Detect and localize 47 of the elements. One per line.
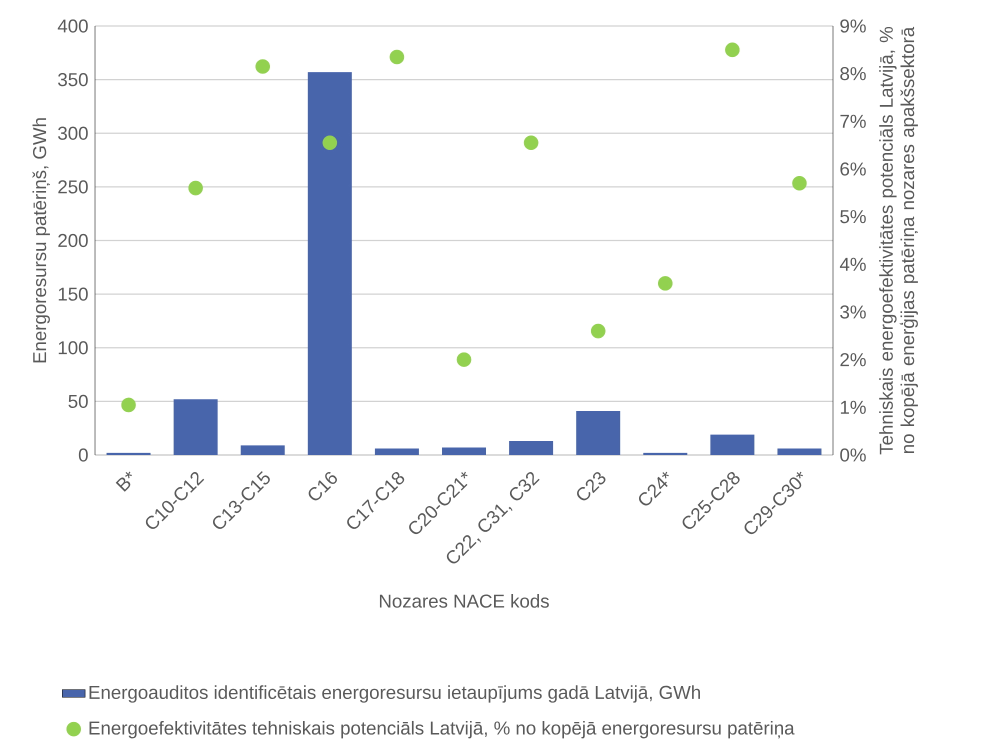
y-tick-label: 250 bbox=[58, 180, 88, 194]
legend-label: Energoefektivitātes tehniskais potenciāls Latvijā, % no kopējā energoresursu patēriņa bbox=[90, 720, 795, 738]
y-tick-label: 50 bbox=[68, 394, 88, 408]
bar bbox=[374, 448, 419, 455]
y-tick-label: 150 bbox=[58, 287, 88, 301]
y-axis-title: Energoresursu patēriņš, GWh bbox=[32, 118, 50, 362]
bar bbox=[174, 399, 218, 455]
bar bbox=[710, 434, 754, 455]
y2-tick-label: 4% bbox=[840, 258, 866, 271]
y2-tick-label: 1% bbox=[840, 400, 866, 414]
y2-tick-label: 8% bbox=[840, 67, 866, 80]
legend-label: Energoauditos identificētais energoresursu ietaupījums gadā Latvijā, GWh bbox=[90, 685, 700, 703]
y-tick-label: 200 bbox=[58, 234, 88, 248]
y2-tick-label: 3% bbox=[840, 305, 866, 319]
bar bbox=[308, 72, 352, 455]
y2-tick-label: 6% bbox=[840, 162, 866, 176]
point bbox=[255, 59, 270, 74]
point bbox=[188, 180, 203, 196]
point bbox=[121, 398, 136, 412]
y-tick-label: 300 bbox=[58, 126, 88, 140]
y2-axis-title: Tehniskais energoefektivitātes potenciāls Latvijā, % no kopējā enerģijas patēriņa nozares apakšsektorā bbox=[879, 26, 918, 454]
bar bbox=[442, 447, 486, 455]
point bbox=[725, 42, 740, 58]
y-tick-label: 100 bbox=[58, 341, 88, 354]
y2-tick-label: 2% bbox=[840, 353, 866, 366]
point bbox=[590, 324, 606, 338]
bar bbox=[240, 445, 285, 455]
y2-tick-label: 9% bbox=[840, 19, 866, 33]
y-tick-label: 0 bbox=[78, 448, 88, 462]
x-tick-label: C23 bbox=[577, 472, 606, 500]
bar bbox=[509, 441, 554, 455]
x-tick-label: B* bbox=[116, 472, 132, 492]
x-tick-label: C16 bbox=[308, 472, 337, 500]
point bbox=[524, 136, 538, 150]
x-axis-title: Nozares NACE kods bbox=[380, 594, 549, 608]
y2-tick-label: 5% bbox=[840, 210, 866, 224]
y-tick-label: 400 bbox=[58, 19, 88, 33]
y2-tick-label: 0% bbox=[840, 448, 866, 462]
point bbox=[456, 352, 472, 367]
point bbox=[792, 176, 807, 191]
bar bbox=[576, 411, 620, 455]
y2-tick-label: 7% bbox=[840, 114, 866, 128]
point bbox=[390, 50, 404, 64]
point bbox=[322, 136, 338, 150]
point bbox=[658, 276, 673, 291]
y-tick-label: 350 bbox=[58, 72, 88, 86]
bar bbox=[777, 448, 822, 455]
